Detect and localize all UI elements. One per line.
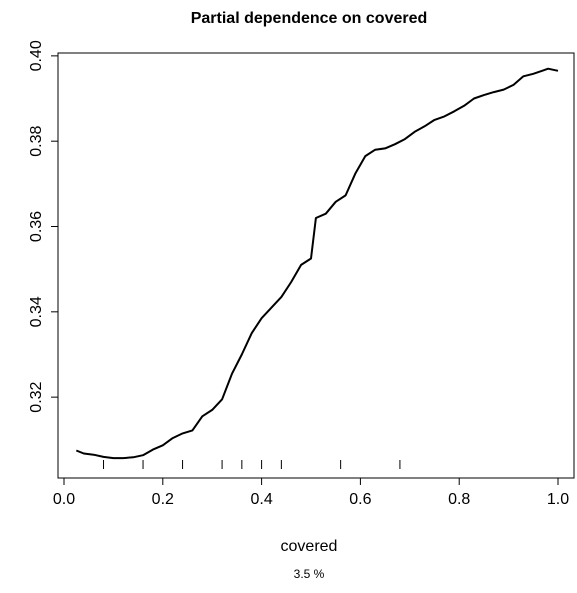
y-axis: 0.32 0.34 0.36 0.38 0.40 [28, 40, 59, 413]
rug-marks [103, 460, 401, 469]
x-tick-label: 0.6 [349, 491, 371, 508]
x-tick-label: 1.0 [547, 491, 569, 508]
x-tick-label: 0.0 [53, 491, 75, 508]
y-tick-label: 0.34 [28, 296, 45, 327]
x-axis: 0.0 0.2 0.4 0.6 0.8 1.0 [53, 477, 569, 508]
y-tick-label: 0.36 [28, 211, 45, 242]
series-layer [75, 67, 559, 460]
x-tick-label: 0.8 [448, 491, 470, 508]
x-axis-subtitle: 3.5 % [294, 567, 325, 581]
x-axis-label: covered [281, 538, 338, 555]
y-tick-label: 0.38 [28, 126, 45, 157]
plot-frame [57, 52, 575, 479]
y-tick-label: 0.40 [28, 40, 45, 71]
x-tick-label: 0.2 [152, 491, 174, 508]
series-line [75, 67, 559, 460]
chart-title: Partial dependence on covered [191, 10, 428, 27]
x-tick-label: 0.4 [250, 491, 272, 508]
y-tick-label: 0.32 [28, 381, 45, 412]
